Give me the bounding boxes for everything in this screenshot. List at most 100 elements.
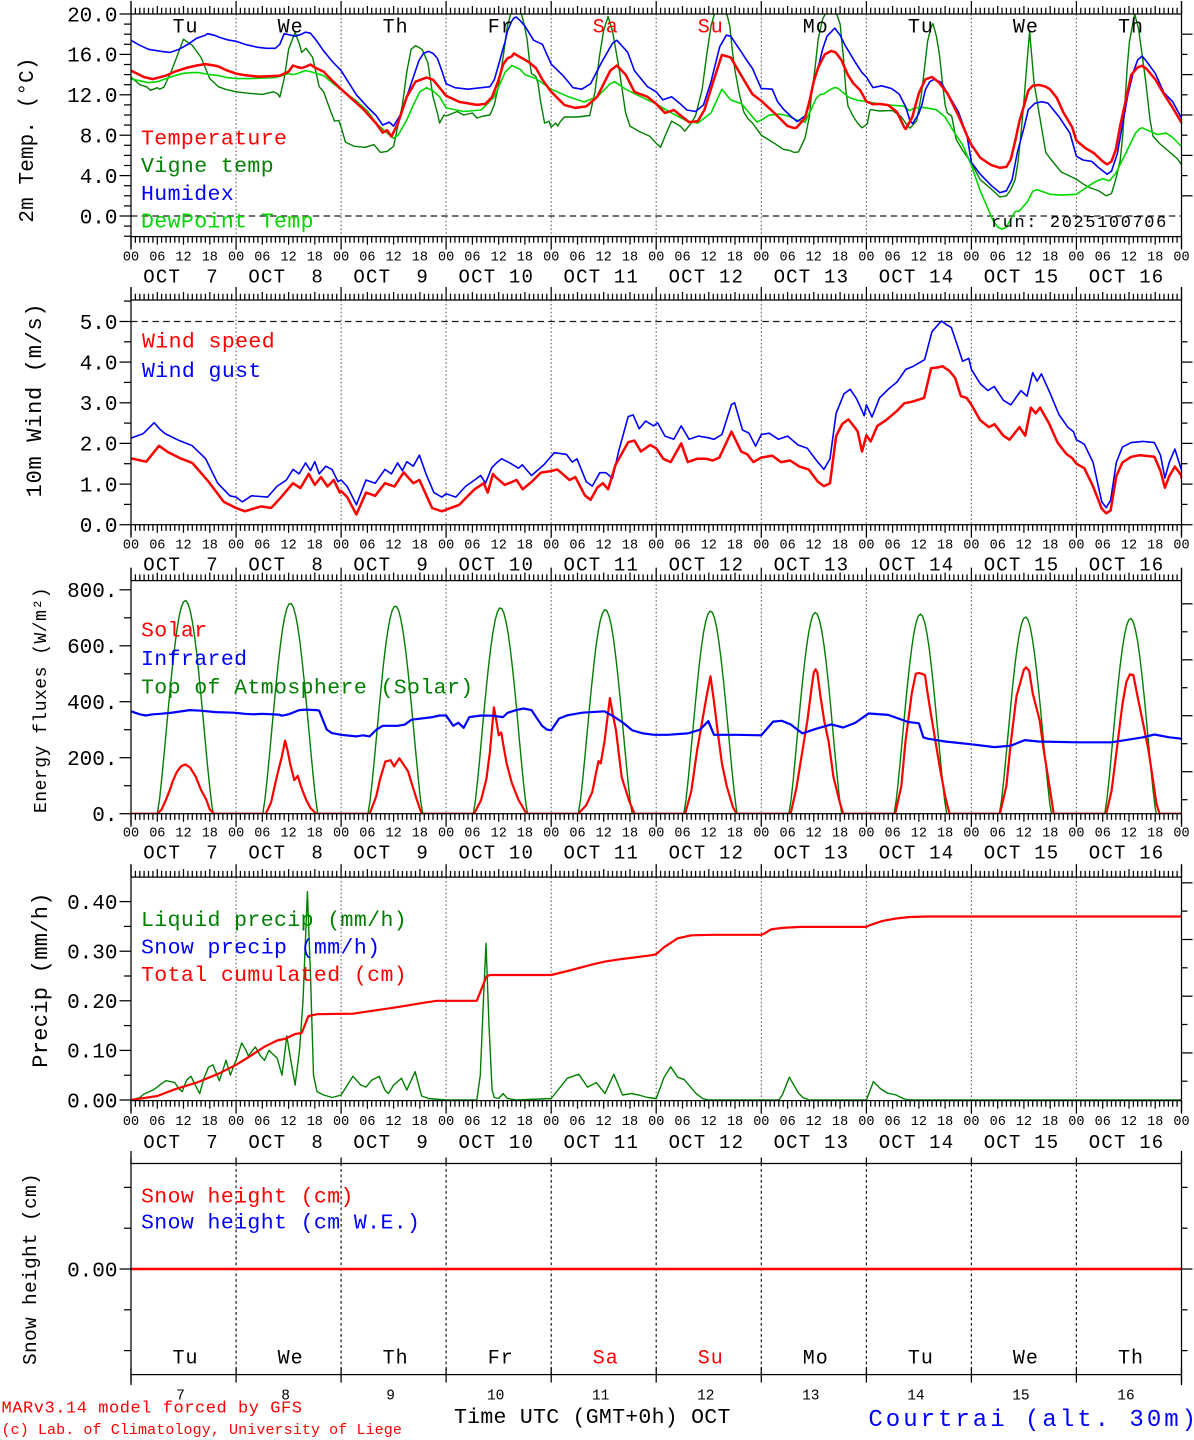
svg-text:600.: 600.: [67, 637, 117, 660]
svg-text:0.20: 0.20: [67, 992, 117, 1015]
svg-text:00: 00: [543, 827, 559, 842]
svg-text:OCT 12: OCT 12: [669, 843, 745, 865]
svg-text:12: 12: [596, 251, 612, 266]
svg-text:00: 00: [543, 251, 559, 266]
svg-text:13: 13: [802, 1388, 819, 1404]
svg-text:14: 14: [907, 1388, 924, 1404]
svg-text:OCT 9: OCT 9: [353, 1132, 429, 1154]
svg-text:00: 00: [858, 1115, 874, 1130]
svg-text:06: 06: [990, 827, 1006, 842]
svg-text:Th: Th: [1118, 16, 1144, 39]
svg-text:Snow height (cm): Snow height (cm): [20, 1173, 42, 1365]
svg-text:06: 06: [464, 539, 480, 554]
svg-text:18: 18: [307, 251, 323, 266]
svg-text:OCT 12: OCT 12: [669, 555, 745, 577]
svg-text:00: 00: [858, 539, 874, 554]
svg-text:18: 18: [412, 1115, 428, 1130]
svg-text:12: 12: [280, 1115, 296, 1130]
svg-text:OCT 9: OCT 9: [353, 267, 429, 289]
svg-text:12: 12: [1016, 251, 1032, 266]
svg-text:06: 06: [990, 539, 1006, 554]
svg-text:18: 18: [1147, 539, 1163, 554]
svg-text:18: 18: [832, 1115, 848, 1130]
svg-text:3.0: 3.0: [80, 394, 118, 417]
svg-text:Time UTC (GMT+0h) OCT: Time UTC (GMT+0h) OCT: [454, 1406, 731, 1430]
svg-text:OCT 14: OCT 14: [879, 267, 955, 289]
svg-text:06: 06: [779, 251, 795, 266]
svg-text:Solar: Solar: [141, 619, 208, 643]
svg-text:OCT 8: OCT 8: [248, 267, 324, 289]
svg-text:Sa: Sa: [593, 1348, 619, 1371]
svg-text:06: 06: [359, 539, 375, 554]
svg-text:12: 12: [1016, 1115, 1032, 1130]
svg-text:OCT 14: OCT 14: [879, 555, 955, 577]
svg-text:11: 11: [592, 1388, 609, 1404]
svg-text:18: 18: [412, 539, 428, 554]
svg-text:18: 18: [832, 827, 848, 842]
svg-text:00: 00: [438, 827, 454, 842]
svg-text:12: 12: [1121, 827, 1137, 842]
svg-text:06: 06: [779, 539, 795, 554]
svg-text:00: 00: [858, 251, 874, 266]
svg-text:00: 00: [543, 539, 559, 554]
svg-text:12: 12: [701, 827, 717, 842]
svg-text:12: 12: [806, 1115, 822, 1130]
svg-text:OCT 13: OCT 13: [774, 555, 850, 577]
svg-text:18: 18: [202, 1115, 218, 1130]
svg-text:12: 12: [175, 827, 191, 842]
svg-text:06: 06: [990, 1115, 1006, 1130]
svg-text:Su: Su: [698, 16, 724, 39]
svg-text:12: 12: [701, 251, 717, 266]
svg-text:2m Temp. (°C): 2m Temp. (°C): [17, 57, 40, 222]
svg-text:DewPoint Temp: DewPoint Temp: [141, 211, 314, 235]
svg-text:0.10: 0.10: [67, 1042, 117, 1065]
svg-text:18: 18: [202, 827, 218, 842]
svg-text:06: 06: [779, 827, 795, 842]
svg-text:5.0: 5.0: [80, 313, 118, 336]
svg-text:Vigne temp: Vigne temp: [141, 155, 274, 179]
svg-text:12: 12: [1121, 1115, 1137, 1130]
svg-text:00: 00: [123, 1115, 139, 1130]
svg-text:00: 00: [123, 827, 139, 842]
svg-text:06: 06: [464, 251, 480, 266]
svg-text:00: 00: [963, 1115, 979, 1130]
svg-text:12: 12: [385, 539, 401, 554]
svg-text:00: 00: [333, 251, 349, 266]
svg-text:0.30: 0.30: [67, 943, 117, 966]
svg-text:00: 00: [1173, 827, 1189, 842]
svg-text:OCT 10: OCT 10: [458, 843, 534, 865]
svg-text:0.00: 0.00: [67, 1260, 117, 1283]
svg-text:06: 06: [1095, 1115, 1111, 1130]
svg-text:Sa: Sa: [593, 16, 619, 39]
svg-text:06: 06: [779, 1115, 795, 1130]
svg-text:18: 18: [937, 251, 953, 266]
svg-text:18: 18: [1042, 251, 1058, 266]
svg-text:12: 12: [911, 827, 927, 842]
svg-text:12: 12: [697, 1388, 714, 1404]
svg-text:12: 12: [1016, 539, 1032, 554]
svg-text:12: 12: [1016, 827, 1032, 842]
svg-text:06: 06: [884, 251, 900, 266]
svg-text:00: 00: [438, 539, 454, 554]
svg-text:00: 00: [123, 539, 139, 554]
svg-text:12: 12: [1121, 539, 1137, 554]
svg-text:We: We: [278, 1348, 304, 1371]
svg-text:OCT 14: OCT 14: [879, 1132, 955, 1154]
svg-text:18: 18: [307, 1115, 323, 1130]
svg-text:Tu: Tu: [908, 16, 934, 39]
svg-text:8: 8: [281, 1388, 290, 1404]
svg-text:Humidex: Humidex: [141, 183, 234, 207]
svg-text:12: 12: [491, 827, 507, 842]
svg-text:12: 12: [175, 1115, 191, 1130]
svg-text:18: 18: [622, 1115, 638, 1130]
svg-text:00: 00: [648, 251, 664, 266]
svg-text:OCT 10: OCT 10: [458, 555, 534, 577]
svg-text:00: 00: [1173, 1115, 1189, 1130]
svg-text:OCT 7: OCT 7: [143, 267, 219, 289]
svg-text:Top of Atmosphere (Solar): Top of Atmosphere (Solar): [141, 676, 474, 700]
svg-text:OCT 15: OCT 15: [984, 267, 1060, 289]
svg-text:1.0: 1.0: [80, 475, 118, 498]
svg-text:00: 00: [438, 251, 454, 266]
svg-text:18: 18: [517, 1115, 533, 1130]
svg-text:12: 12: [175, 251, 191, 266]
